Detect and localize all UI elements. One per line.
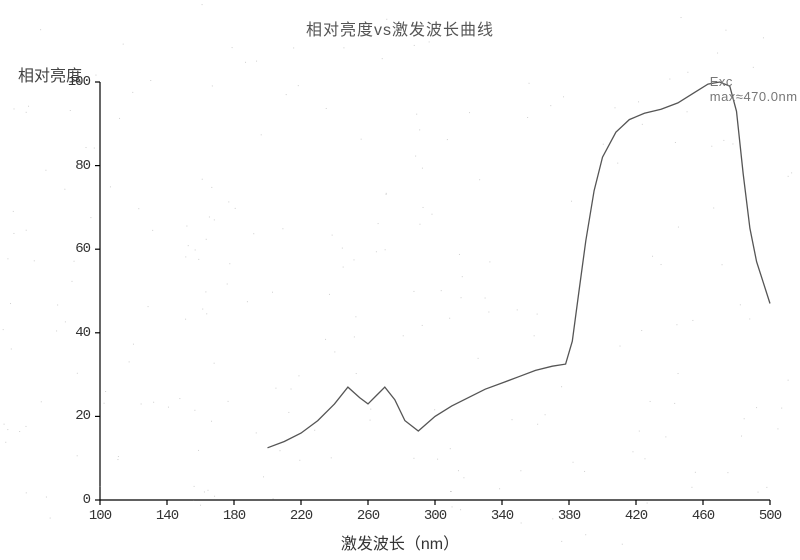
x-tick-label: 260 [348, 508, 388, 524]
x-tick-label: 460 [683, 508, 723, 524]
y-tick-label: 60 [50, 241, 90, 257]
y-tick-label: 80 [50, 158, 90, 174]
x-tick-label: 100 [80, 508, 120, 524]
x-tick-label: 140 [147, 508, 187, 524]
x-tick-label: 220 [281, 508, 321, 524]
y-tick-label: 100 [50, 74, 90, 90]
peak-annotation: Exc max≈470.0nm [710, 74, 800, 104]
y-tick-label: 40 [50, 325, 90, 341]
x-tick-label: 380 [549, 508, 589, 524]
x-tick-label: 500 [750, 508, 790, 524]
chart-container: 相对亮度vs激发波长曲线 相对亮度 激发波长（nm） 020406080100 … [0, 0, 800, 560]
y-tick-label: 0 [50, 492, 90, 508]
x-tick-label: 420 [616, 508, 656, 524]
x-tick-label: 180 [214, 508, 254, 524]
x-tick-label: 340 [482, 508, 522, 524]
x-tick-label: 300 [415, 508, 455, 524]
y-tick-label: 20 [50, 408, 90, 424]
chart-svg [0, 0, 800, 560]
